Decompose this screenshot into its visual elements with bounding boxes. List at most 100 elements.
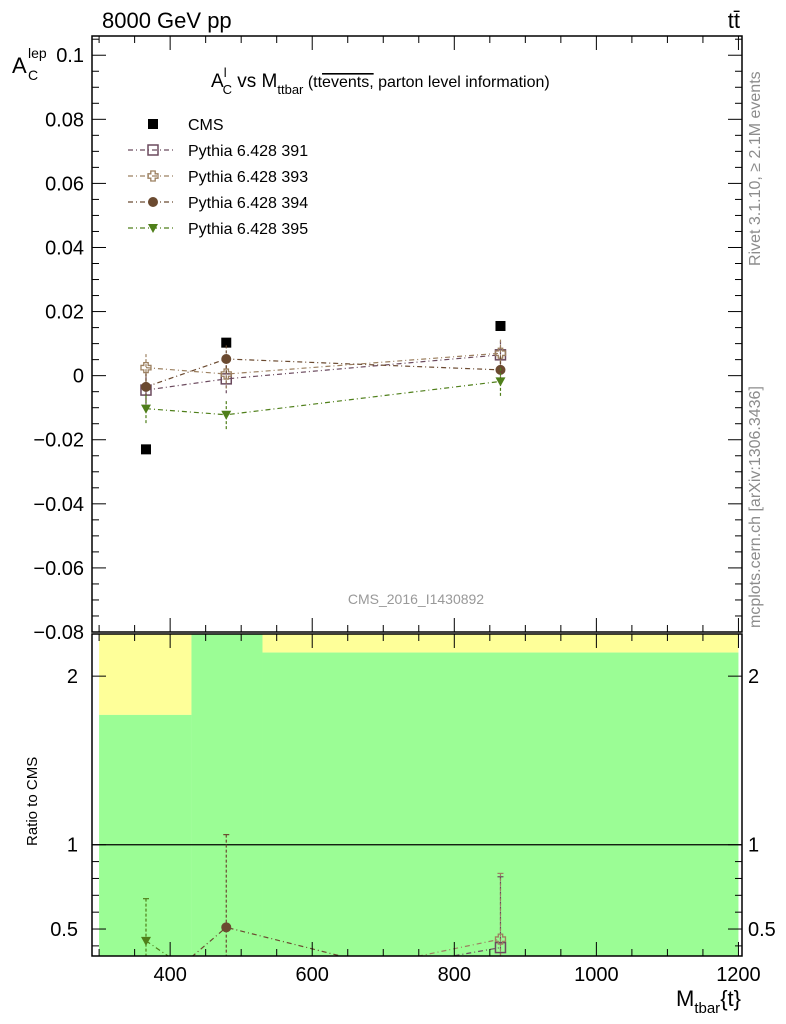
process-label: tt̄ <box>728 8 740 33</box>
series-cms <box>140 320 506 455</box>
ratio-y-tick-label: 0.5 <box>50 919 78 941</box>
y-tick-label: −0.06 <box>33 558 84 580</box>
y-tick-label: −0.02 <box>33 430 84 452</box>
marker-open-cross <box>494 933 507 945</box>
legend-label: Pythia 6.428 391 <box>188 143 308 160</box>
data-point <box>140 404 151 414</box>
legend-item: Pythia 6.428 391 <box>128 143 308 160</box>
rivet-label: Rivet 3.1.10, ≥ 2.1M events <box>747 71 764 266</box>
data-point <box>140 381 151 392</box>
series-pythia-6-428-393 <box>140 338 507 389</box>
main-title: Al C vs Mttbar (ttevents, parton level in… <box>211 65 550 97</box>
marker-open-cross <box>140 361 152 374</box>
title-paren: (tt <box>303 74 322 91</box>
uncertainty-band-inner <box>191 634 263 956</box>
data-point <box>221 410 232 420</box>
legend-label: Pythia 6.428 394 <box>188 195 308 212</box>
series-line <box>145 352 501 375</box>
ylabel-sub: C <box>28 67 38 83</box>
y-tick-label: 0.08 <box>45 109 84 131</box>
data-point <box>495 377 506 387</box>
ratio-series <box>140 834 507 956</box>
ratio-bands <box>99 634 739 956</box>
ratio-frame <box>91 633 743 957</box>
marker-open-square <box>147 144 159 156</box>
legend-item: Pythia 6.428 393 <box>128 169 308 186</box>
series-pythia-6-428-391 <box>140 340 507 405</box>
ratio-y-tick-label-right: 2 <box>748 666 759 688</box>
ylabel-sup: lep <box>28 45 47 61</box>
data-point <box>221 337 232 348</box>
energy-label: 8000 GeV pp <box>102 8 232 33</box>
x-tick-label: 800 <box>438 964 471 986</box>
marker-open-square <box>494 941 507 954</box>
ratio-y-tick-label-right: 1 <box>748 835 759 857</box>
title-m-sub: ttbar <box>277 82 304 97</box>
ratio-series-item <box>140 898 170 956</box>
marker-open-cross <box>220 368 232 380</box>
uncertainty-band-outer <box>99 634 192 715</box>
ratio-y-tick-label: 1 <box>67 835 78 857</box>
legend: CMS Pythia 6.428 391 Pythia 6.428 393 Pythi… <box>128 117 308 238</box>
marker-triangle <box>495 377 506 387</box>
y-tick-label: 0.1 <box>56 45 84 67</box>
main-series <box>140 320 507 455</box>
y-tick-label: 0 <box>73 366 84 388</box>
data-point <box>140 361 152 374</box>
ylabel-a: A <box>12 53 27 78</box>
y-tick-label: −0.04 <box>33 494 84 516</box>
series-line <box>145 354 501 391</box>
marker-triangle <box>221 410 232 420</box>
x-tick-label: 600 <box>296 964 329 986</box>
legend-item: Pythia 6.428 395 <box>128 221 308 238</box>
ratio-point <box>494 941 507 954</box>
ratio-y-tick-label-right: 0.5 <box>748 919 776 941</box>
y-tick-label: 0.04 <box>45 237 84 259</box>
data-point <box>220 368 232 380</box>
legend-marker <box>147 144 159 156</box>
data-point <box>494 347 507 359</box>
title-a-sub: C <box>223 82 232 97</box>
uncertainty-band-outer <box>262 634 739 653</box>
data-point <box>495 320 506 331</box>
main-frame <box>91 35 743 633</box>
data-point <box>221 353 232 364</box>
legend-label: CMS <box>188 117 224 134</box>
legend-item: Pythia 6.428 394 <box>128 195 308 212</box>
marker-triangle <box>140 404 151 414</box>
main-y-axis-label: A C lep <box>12 45 47 83</box>
x-tick-label: 1000 <box>574 964 619 986</box>
legend-marker <box>147 170 159 182</box>
legend-label: Pythia 6.428 393 <box>188 169 308 186</box>
marker-triangle <box>140 936 151 946</box>
marker-square <box>148 119 158 129</box>
y-tick-label: 0.06 <box>45 173 84 195</box>
x-tick-labels: 400 600 800 1000 1200 <box>153 964 760 986</box>
xlabel-rest: {t} <box>720 986 741 1011</box>
data-point <box>140 444 151 455</box>
mcplots-label: mcplots.cern.ch [arXiv:1306.3436] <box>747 386 764 628</box>
marker-circle <box>140 381 151 392</box>
marker-open-cross <box>147 170 159 182</box>
uncertainty-band-inner <box>99 714 192 956</box>
title-a: A <box>211 71 224 92</box>
ratio-point <box>140 936 151 946</box>
x-axis-label: Mtbar{t} <box>676 986 741 1017</box>
y-tick-label: 0.02 <box>45 302 84 324</box>
ratio-panel: 0.5 0.5 1 1 2 2 400 600 800 1000 1200 Ratio to CM… <box>24 633 776 1017</box>
ratio-series-item <box>416 872 507 956</box>
marker-square <box>140 444 151 455</box>
marker-open-cross <box>494 347 507 359</box>
marker-circle <box>148 197 158 207</box>
main-ticks <box>92 36 742 633</box>
analysis-watermark: CMS_2016_I1430892 <box>348 591 484 607</box>
legend-marker <box>148 224 158 233</box>
ratio-series-item <box>191 834 344 956</box>
series-line <box>145 380 501 416</box>
marker-square <box>221 337 232 348</box>
series-line <box>145 358 501 388</box>
series-pythia-6-428-394 <box>140 344 506 402</box>
main-panel: −0.08 −0.06 −0.04 −0.02 0 0.02 0.04 0.06 0.08 0.1… <box>12 35 743 644</box>
legend-marker <box>148 197 158 207</box>
